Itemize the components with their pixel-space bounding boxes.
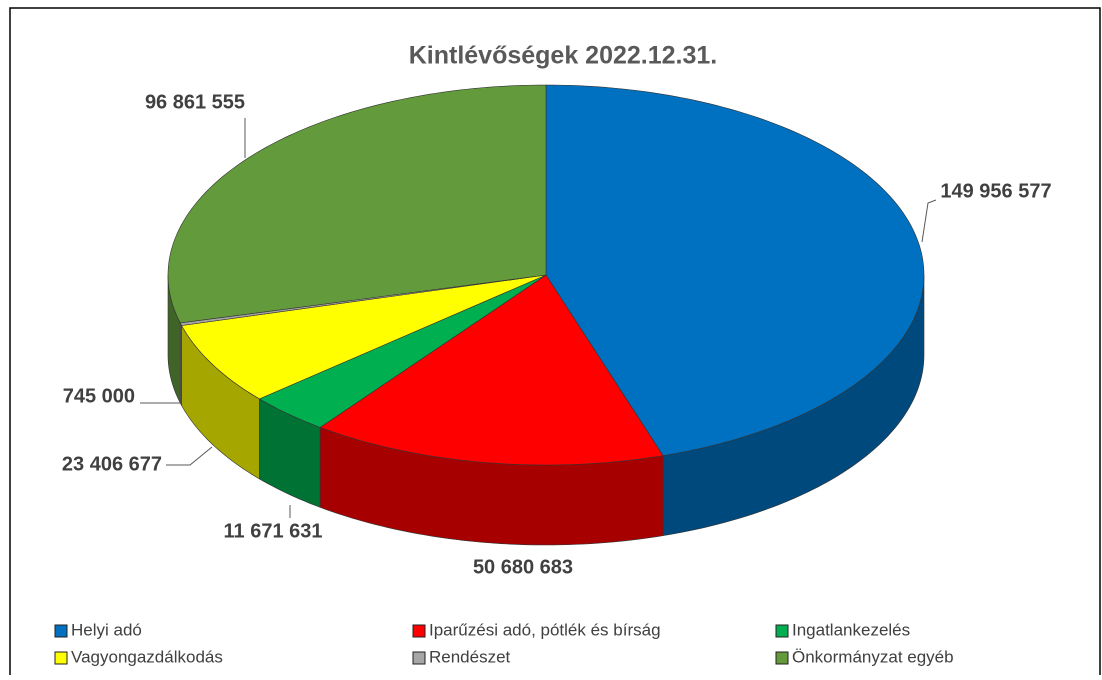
legend-swatch: [412, 651, 426, 665]
slice: [545, 84, 925, 456]
legend-swatch: [412, 624, 426, 638]
slice: [181, 274, 547, 400]
slice: [319, 274, 664, 466]
legend-label: Helyi adó: [71, 620, 142, 639]
data-label: 745 000: [63, 385, 135, 407]
data-label: 50 680 683: [473, 556, 573, 578]
legend-swatch: [54, 624, 68, 638]
chart-title: Kintlévőségek 2022.12.31.: [409, 42, 718, 70]
leader-line: [166, 446, 213, 466]
data-label: 96 861 555: [145, 91, 245, 113]
legend-label: Iparűzési adó, pótlék és bírság: [429, 620, 661, 639]
data-label: 23 406 677: [62, 453, 162, 475]
legend-label: Rendészet: [429, 647, 511, 666]
legend-label: Ingatlankezelés: [792, 620, 910, 639]
legend-swatch: [775, 624, 789, 638]
data-label: 11 671 631: [224, 520, 323, 542]
legend-label: Vagyongazdálkodás: [71, 647, 223, 666]
leader-line: [921, 199, 937, 243]
data-label: 149 956 577: [940, 180, 1051, 202]
legend-swatch: [54, 651, 68, 665]
slice: [167, 84, 547, 324]
slice: [258, 274, 547, 428]
legend-swatch: [775, 651, 789, 665]
legend-label: Önkormányzat egyéb: [792, 647, 954, 666]
